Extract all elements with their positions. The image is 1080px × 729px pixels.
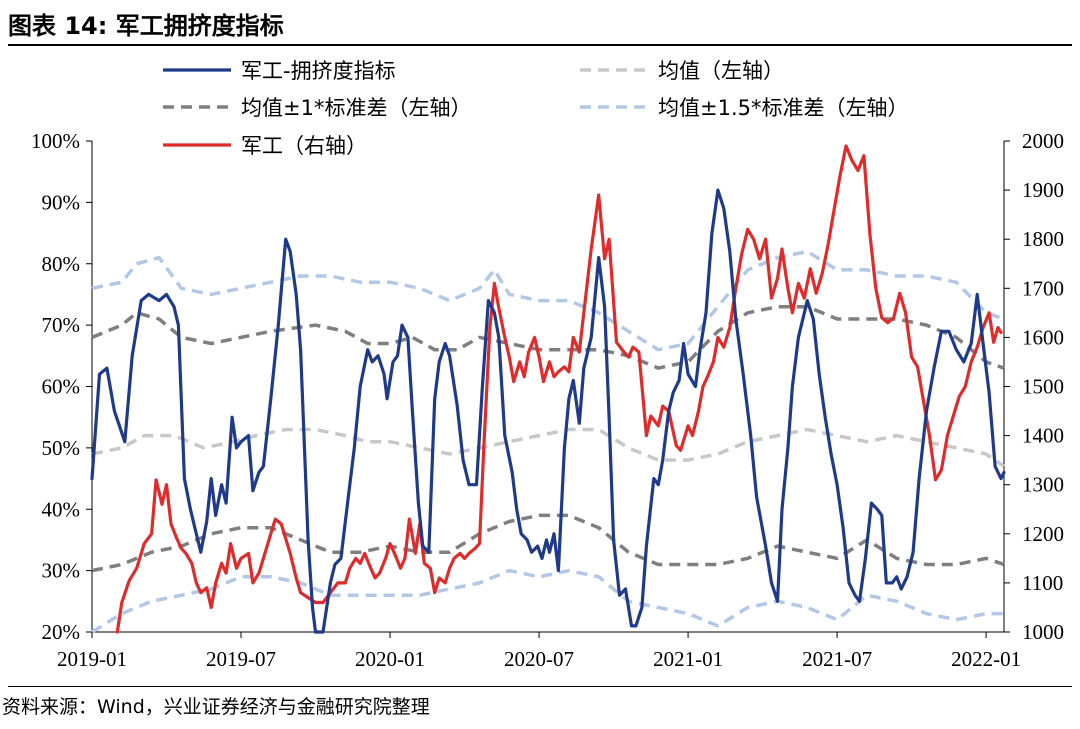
series-line-index xyxy=(115,144,1003,634)
x-tick-label: 2020-01 xyxy=(355,647,425,671)
series-line-crowding xyxy=(90,188,1006,634)
legend-item-crowding: 军工-拥挤度指标 xyxy=(163,59,396,83)
series-line-band15 xyxy=(91,568,1004,634)
y-right-tick-label: 1600 xyxy=(1022,325,1064,349)
x-tick-label: 2019-01 xyxy=(57,647,127,671)
y-right-tick-label: 1900 xyxy=(1022,178,1064,202)
x-tick-label: 2019-07 xyxy=(206,647,276,671)
chart-caption: 图表 14: 军工拥挤度指标 xyxy=(8,12,284,40)
series-line-mean xyxy=(91,427,1005,468)
y-left-tick-label: 60% xyxy=(42,375,81,399)
legend-item-band15: 均值±1.5*标准差（左轴） xyxy=(580,96,909,120)
footer-rule xyxy=(8,686,1072,687)
y-left-tick-label: 100% xyxy=(31,129,80,153)
y-right-tick-label: 1500 xyxy=(1022,375,1064,399)
series-layer xyxy=(90,144,1006,634)
y-right-tick-label: 2000 xyxy=(1022,129,1064,153)
chart-footer: 资料来源：Wind，兴业证券经济与金融研究院整理 xyxy=(0,686,1080,726)
y-right-tick-label: 1200 xyxy=(1022,522,1064,546)
legend-label: 均值±1*标准差（左轴） xyxy=(241,96,471,120)
legend-label: 均值（左轴） xyxy=(658,59,784,83)
y-left-tick-label: 20% xyxy=(42,620,81,644)
axes-layer: 20% 30% 40% 50% 60% 70% 80% 90% 100% 1000 1100 1200… xyxy=(31,129,1064,671)
y-right-tick-label: 1800 xyxy=(1022,227,1064,251)
series-line-band1 xyxy=(91,304,1005,370)
y-left-tick-label: 70% xyxy=(42,313,81,337)
y-right-tick-label: 1300 xyxy=(1022,473,1064,497)
y-left-tick-label: 50% xyxy=(42,436,81,460)
series-line-band15 xyxy=(91,249,1005,352)
legend-item-mean: 均值（左轴） xyxy=(580,59,784,83)
x-tick-label: 2020-07 xyxy=(504,647,574,671)
y-right-tick-label: 1000 xyxy=(1022,620,1064,644)
x-tick-label: 2021-07 xyxy=(802,647,872,671)
series-line-band1 xyxy=(91,513,1005,573)
legend-item-band1: 均值±1*标准差（左轴） xyxy=(163,96,471,120)
y-right-tick-label: 1700 xyxy=(1022,276,1064,300)
legend-label: 军工（右轴） xyxy=(241,134,367,158)
x-tick-label: 2022-01 xyxy=(951,647,1021,671)
y-left-tick-label: 80% xyxy=(42,252,81,276)
crowding-indicator-chart: 20% 30% 40% 50% 60% 70% 80% 90% 100% 1000 1100 1200… xyxy=(31,59,1064,671)
source-note: 资料来源：Wind，兴业证券经济与金融研究院整理 xyxy=(2,696,430,718)
y-left-tick-label: 90% xyxy=(42,190,81,214)
legend: 军工-拥挤度指标 均值（左轴） 均值±1*标准差（左轴） 均值±1.5*标准差（左轴）… xyxy=(163,59,909,158)
y-left-tick-label: 40% xyxy=(42,497,81,521)
y-left-tick-label: 30% xyxy=(42,559,81,583)
y-right-tick-label: 1100 xyxy=(1022,571,1063,595)
header-rule xyxy=(8,44,1072,46)
x-tick-label: 2021-01 xyxy=(653,647,723,671)
y-right-tick-label: 1400 xyxy=(1022,424,1064,448)
legend-label: 军工-拥挤度指标 xyxy=(241,59,396,83)
legend-item-index: 军工（右轴） xyxy=(163,134,367,158)
chart-header: 图表 14: 军工拥挤度指标 xyxy=(8,6,1072,46)
legend-label: 均值±1.5*标准差（左轴） xyxy=(658,96,909,120)
